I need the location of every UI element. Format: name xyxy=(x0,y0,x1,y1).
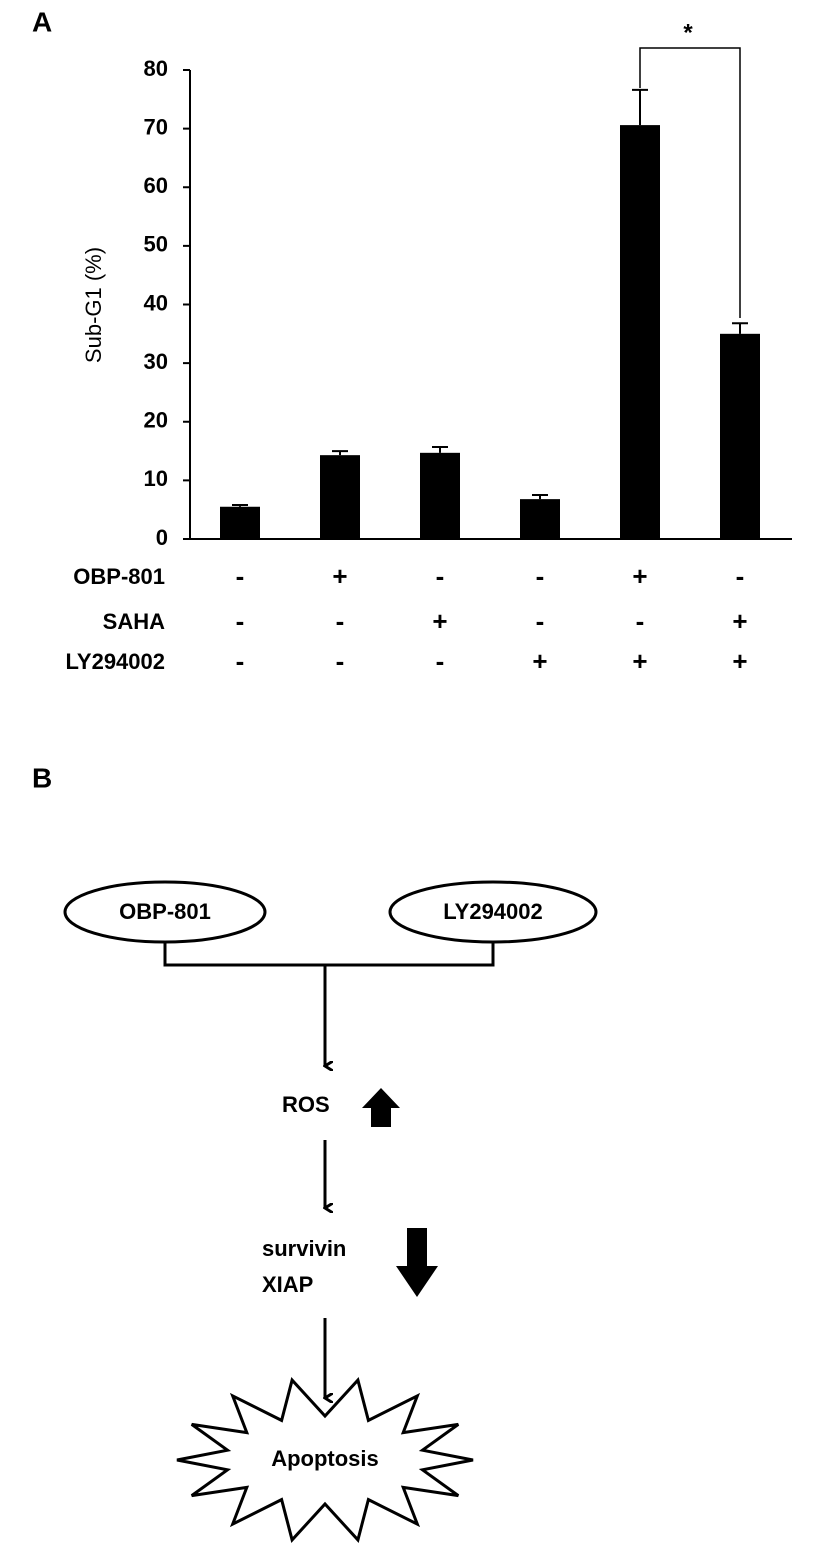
treatment-sign: - xyxy=(236,646,245,676)
error-bar xyxy=(532,494,548,500)
treatment-sign: + xyxy=(332,561,347,591)
treatment-sign: + xyxy=(732,606,747,636)
treatment-sign: + xyxy=(632,561,647,591)
y-tick-label: 20 xyxy=(144,408,168,433)
bar xyxy=(720,333,760,539)
y-tick-label: 50 xyxy=(144,232,168,257)
treatment-sign: - xyxy=(536,606,545,636)
treatment-sign: - xyxy=(536,561,545,591)
y-axis-label: Sub-G1 (%) xyxy=(81,247,106,363)
starburst xyxy=(176,1377,474,1543)
panel-label: B xyxy=(32,762,52,793)
up-arrow xyxy=(362,1088,400,1127)
bar xyxy=(620,125,660,540)
treatment-sign: + xyxy=(732,646,747,676)
treatment-sign: - xyxy=(236,606,245,636)
treatment-sign: - xyxy=(236,561,245,591)
treatment-name: OBP-801 xyxy=(73,564,165,589)
y-tick-label: 70 xyxy=(144,114,168,139)
y-tick-label: 30 xyxy=(144,349,168,374)
error-bar xyxy=(232,503,248,507)
bar xyxy=(420,452,460,539)
error-bar xyxy=(432,445,448,453)
treatment-sign: - xyxy=(436,561,445,591)
treatment-sign: + xyxy=(632,646,647,676)
bar xyxy=(520,499,560,539)
significance-label: * xyxy=(683,19,693,46)
treatment-sign: - xyxy=(436,646,445,676)
error-bar xyxy=(632,88,648,126)
y-tick-label: 40 xyxy=(144,290,168,315)
connector xyxy=(163,942,495,967)
panel-label: A xyxy=(32,6,52,37)
bar xyxy=(220,506,260,539)
treatment-sign: + xyxy=(532,646,547,676)
treatment-sign: - xyxy=(736,561,745,591)
y-tick-label: 0 xyxy=(156,525,168,550)
treatment-name: LY294002 xyxy=(65,649,165,674)
treatment-name: SAHA xyxy=(103,609,165,634)
treatment-sign: - xyxy=(636,606,645,636)
error-bar xyxy=(732,322,748,334)
treatment-sign: - xyxy=(336,606,345,636)
y-tick-label: 60 xyxy=(144,173,168,198)
node-label: ROS xyxy=(282,1092,330,1117)
node-label: LY294002 xyxy=(443,899,543,924)
down-arrow xyxy=(396,1228,438,1297)
treatment-sign: - xyxy=(336,646,345,676)
bar xyxy=(320,455,360,539)
treatment-sign: + xyxy=(432,606,447,636)
y-tick-label: 10 xyxy=(144,466,168,491)
node-label: OBP-801 xyxy=(119,899,211,924)
error-bar xyxy=(332,450,348,456)
node-label: XIAP xyxy=(262,1272,313,1297)
y-tick-label: 80 xyxy=(144,56,168,81)
node-label: survivin xyxy=(262,1236,346,1261)
node-label: Apoptosis xyxy=(271,1446,379,1471)
significance-bracket xyxy=(639,47,741,318)
